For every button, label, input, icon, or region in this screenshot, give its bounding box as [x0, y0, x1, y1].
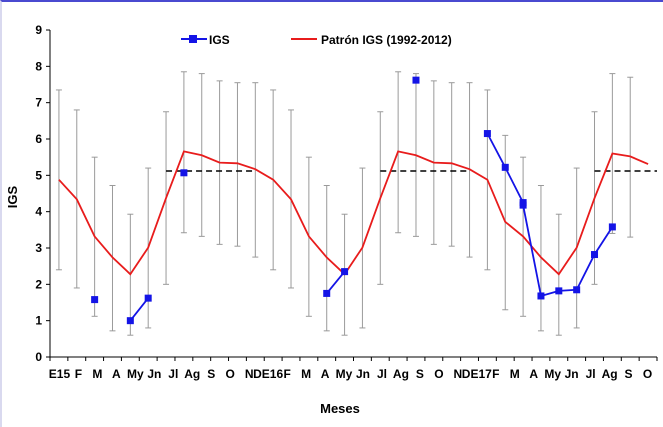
x-tick-label: O: [226, 367, 235, 381]
igs-series-line: [129, 297, 149, 322]
y-tick-label: 3: [35, 241, 42, 255]
x-tick-label: O: [434, 367, 443, 381]
igs-point: [519, 201, 527, 209]
igs-point: [341, 268, 349, 276]
x-tick-label: Jl: [168, 367, 178, 381]
y-tick-label: 7: [35, 96, 42, 110]
y-tick-label: 8: [35, 59, 42, 73]
x-tick-label: Ag: [393, 367, 409, 381]
y-tick-label: 1: [35, 314, 42, 328]
x-tick-label: Ag: [184, 367, 200, 381]
x-tick-label: A: [529, 367, 538, 381]
x-tick-label: F: [75, 367, 82, 381]
igs-point: [144, 294, 152, 302]
igs-point: [608, 223, 616, 231]
igs-point: [412, 76, 420, 84]
x-tick-label: My: [336, 367, 353, 381]
x-tick-label: Jn: [147, 367, 161, 381]
x-tick-label: A: [112, 367, 121, 381]
x-tick-label: S: [207, 367, 215, 381]
legend: IGS Patrón IGS (1992-2012): [181, 33, 452, 47]
x-tick-label: O: [643, 367, 652, 381]
x-tick-label: Ag: [602, 367, 618, 381]
x-tick-label: DE16: [253, 367, 283, 381]
y-tick-label: 2: [35, 277, 42, 291]
legend-pattern-label: Patrón IGS (1992-2012): [321, 33, 452, 47]
x-tick-label: M: [92, 367, 102, 381]
x-tick-label: My: [544, 367, 561, 381]
y-tick-label: 6: [35, 132, 42, 146]
igs-series-line: [326, 271, 346, 294]
x-tick-label: E15: [49, 367, 71, 381]
y-tick-label: 0: [35, 350, 42, 364]
x-tick-label: Jl: [586, 367, 596, 381]
x-axis-title: Meses: [320, 401, 360, 416]
pattern-whisker: [448, 82, 455, 247]
y-tick-label: 4: [35, 205, 42, 219]
igs-point: [591, 251, 599, 259]
igs-point: [483, 130, 491, 138]
x-tick-label: Jl: [377, 367, 387, 381]
legend-igs-marker: [189, 35, 197, 43]
pattern-series-line: [58, 150, 649, 276]
x-tick-label: A: [321, 367, 330, 381]
igs-point: [126, 317, 134, 325]
x-tick-label: N: [453, 367, 462, 381]
igs-point: [537, 292, 545, 300]
igs-point: [91, 296, 99, 304]
x-tick-label: My: [127, 367, 144, 381]
x-tick-label: Jn: [565, 367, 579, 381]
x-tick-label: S: [625, 367, 633, 381]
legend-igs-label: IGS: [209, 33, 230, 47]
y-tick-label: 5: [35, 168, 42, 182]
igs-point: [501, 163, 509, 171]
igs-point: [323, 289, 331, 297]
x-tick-label: F: [283, 367, 290, 381]
y-tick-label: 9: [35, 23, 42, 37]
igs-point: [555, 287, 563, 295]
x-tick-label: M: [510, 367, 520, 381]
pattern-whisker: [234, 82, 241, 247]
x-tick-label: Jn: [356, 367, 370, 381]
x-tick-label: S: [416, 367, 424, 381]
x-tick-label: M: [301, 367, 311, 381]
y-axis-title: IGS: [5, 185, 20, 208]
igs-series-line: [486, 133, 614, 298]
x-tick-label: F: [492, 367, 499, 381]
x-tick-label: N: [245, 367, 254, 381]
igs-point: [180, 169, 188, 177]
x-tick-label: DE17: [462, 367, 492, 381]
igs-point: [573, 286, 581, 294]
